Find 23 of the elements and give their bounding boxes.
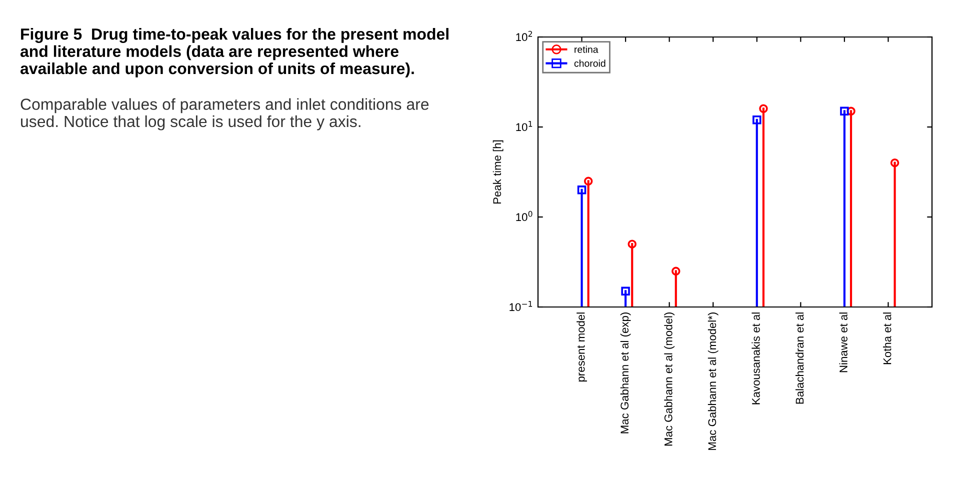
- y-tick-label: 10$^{1}$: [516, 121, 532, 132]
- x-tick-label: Kavousanakis et al: [752, 312, 760, 404]
- point: [890, 158, 900, 168]
- x-tick-label: Balachandran et al: [795, 312, 804, 404]
- x-tick-label: Mac Gabhann et al (exp): [620, 312, 631, 434]
- x-tick-label: Kotha et al: [883, 312, 892, 364]
- point: [759, 104, 768, 114]
- point: [846, 106, 856, 116]
- text: Comparable values of parameters and inlet conditions are used. Notice that log scale is used for the y axis.: [20, 98, 429, 130]
- legend-label: retina: [574, 46, 598, 53]
- point: [628, 240, 636, 248]
- y-tick-label: 10$^{2}$: [516, 30, 532, 42]
- x-tick-label: Mac Gabhann et al (model*): [708, 312, 718, 450]
- x-tick-label: present model: [576, 312, 587, 382]
- point: [672, 266, 680, 276]
- y-tick-label: 10$^{−1}$: [510, 301, 532, 312]
- text: Figure 5 Drug time-to-peak values for the present model and literature models (data are represented where available and upon conversion of units of measure).: [20, 28, 448, 78]
- y-axis-title: Peak time [h]: [492, 140, 504, 204]
- y-tick-label: 10$^{0}$: [516, 210, 532, 222]
- x-tick-label: Mac Gabhann et al (model): [664, 312, 675, 446]
- x-tick-label: Ninawe et al: [839, 312, 848, 372]
- legend-label: choroid: [574, 60, 606, 67]
- point: [584, 176, 593, 186]
